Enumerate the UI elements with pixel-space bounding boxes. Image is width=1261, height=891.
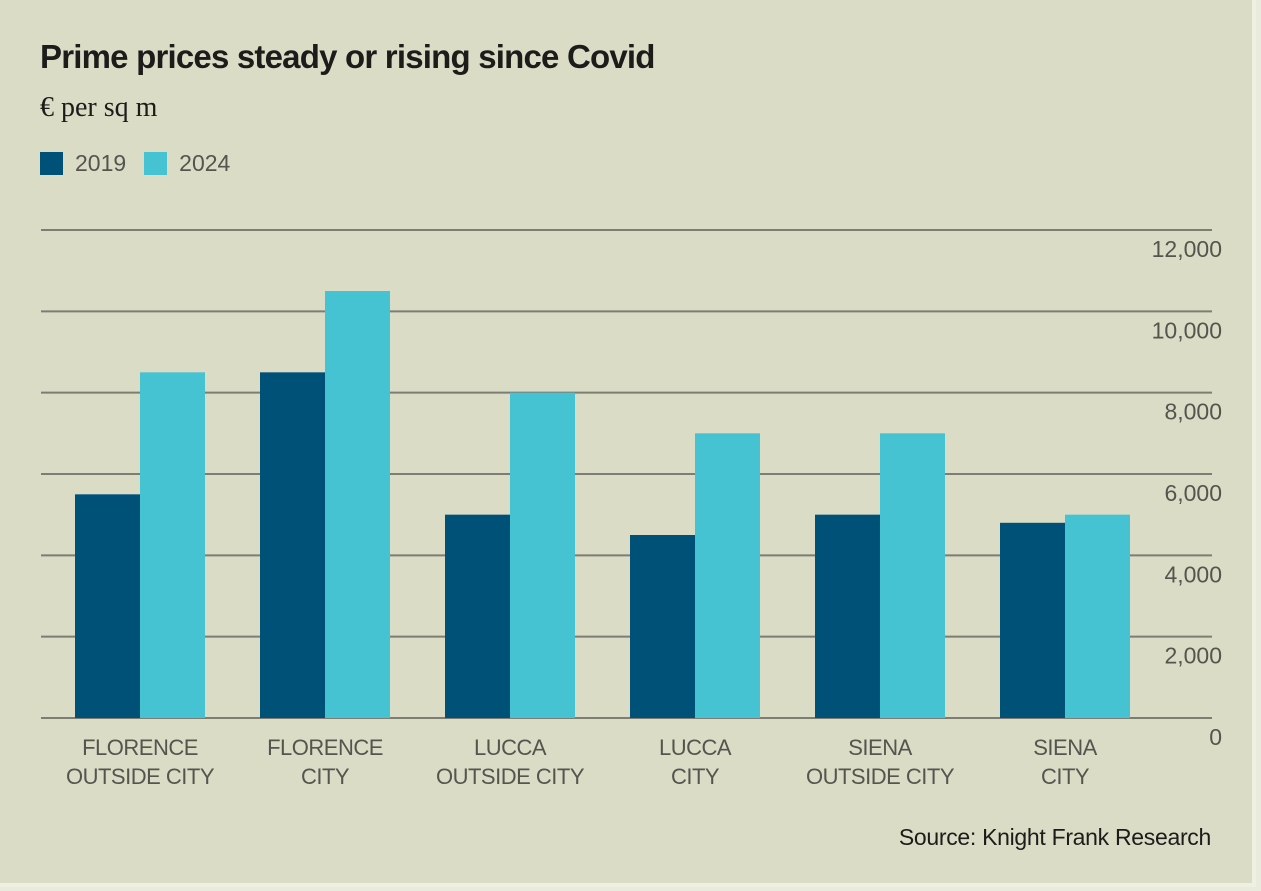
- bar-2019-lucca-city: [630, 535, 696, 718]
- x-tick-label-2-line-1: OUTSIDE CITY: [436, 764, 585, 789]
- x-tick-label-3-line-1: CITY: [671, 764, 720, 789]
- source-note: Source: Knight Frank Research: [898, 824, 1211, 850]
- y-tick-label-12000: 12,000: [1152, 236, 1222, 262]
- y-tick-label-6000: 6,000: [1164, 480, 1222, 506]
- y-tick-label-10000: 10,000: [1152, 317, 1222, 343]
- x-tick-label-1-line-1: CITY: [301, 764, 350, 789]
- bar-2019-siena-city: [1000, 522, 1066, 718]
- x-tick-label-4-line-0: SIENA: [848, 735, 912, 760]
- bar-2024-florence-outside-city: [140, 372, 205, 718]
- x-tick-label-4-line-1: OUTSIDE CITY: [806, 764, 955, 789]
- chart-title: Prime prices steady or rising since Covi…: [40, 38, 655, 75]
- bar-2019-florence-outside-city: [75, 494, 141, 718]
- legend-label-2019: 2019: [75, 150, 127, 176]
- bar-2024-florence-city: [325, 291, 390, 718]
- x-tick-label-0-line-1: OUTSIDE CITY: [66, 764, 215, 789]
- legend: 2019 2024: [40, 150, 248, 177]
- x-tick-label-5-line-0: SIENA: [1033, 735, 1097, 760]
- bar-2019-lucca-outside-city: [445, 514, 511, 718]
- bar-2024-lucca-outside-city: [510, 392, 575, 718]
- bar-2019-siena-outside-city: [815, 514, 881, 718]
- y-tick-label-0: 0: [1209, 724, 1222, 750]
- legend-label-2024: 2024: [179, 150, 231, 176]
- y-tick-label-8000: 8,000: [1164, 399, 1222, 425]
- legend-item-2019: 2019: [40, 150, 126, 177]
- bar-2024-lucca-city: [695, 433, 760, 718]
- x-tick-label-5-line-1: CITY: [1041, 764, 1090, 789]
- x-tick-label-0-line-0: FLORENCE: [82, 735, 198, 760]
- chart-subtitle: € per sq m: [40, 92, 158, 123]
- legend-swatch-2019: [40, 152, 63, 175]
- y-tick-label-4000: 4,000: [1164, 561, 1222, 587]
- y-tick-label-2000: 2,000: [1164, 643, 1222, 669]
- bar-2019-florence-city: [260, 372, 326, 718]
- x-tick-label-1-line-0: FLORENCE: [267, 735, 383, 760]
- bar-2024-siena-city: [1065, 514, 1130, 718]
- x-tick-label-3-line-0: LUCCA: [659, 735, 732, 760]
- legend-swatch-2024: [144, 152, 168, 175]
- bar-2024-siena-outside-city: [880, 433, 945, 718]
- legend-item-2024: 2024: [144, 150, 230, 177]
- x-tick-label-2-line-0: LUCCA: [474, 735, 547, 760]
